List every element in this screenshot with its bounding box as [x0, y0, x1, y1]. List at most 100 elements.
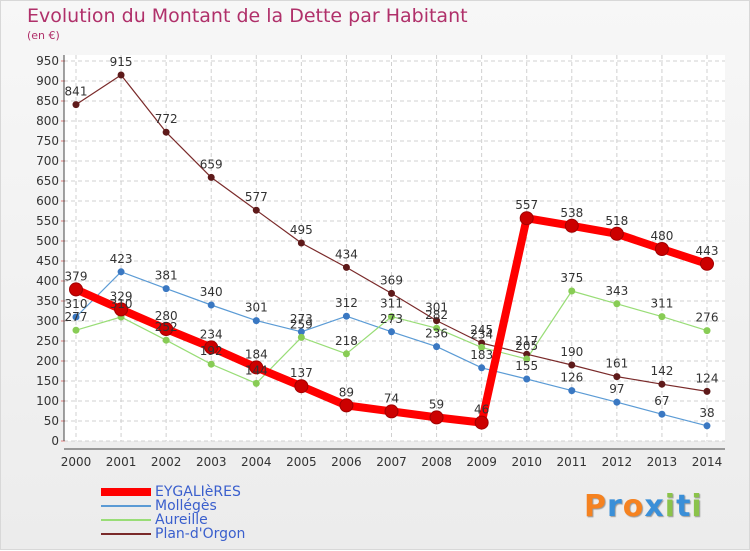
data-label: 443 — [696, 244, 719, 258]
data-point — [523, 375, 531, 383]
data-label: 234 — [470, 327, 493, 341]
data-label: 46 — [474, 403, 489, 417]
data-point — [72, 101, 80, 109]
data-point — [252, 379, 260, 387]
x-tick-label: 2000 — [61, 455, 92, 469]
legend-swatch — [101, 519, 151, 521]
data-label: 369 — [380, 273, 403, 287]
data-point — [478, 343, 486, 351]
data-point — [252, 317, 260, 325]
data-label: 277 — [65, 310, 88, 324]
data-label: 252 — [155, 320, 178, 334]
y-tick-label: 400 — [36, 274, 59, 288]
data-point — [523, 355, 531, 363]
data-point — [433, 317, 441, 325]
y-tick-label: 350 — [36, 294, 59, 308]
data-label: 280 — [155, 309, 178, 323]
data-label: 190 — [560, 345, 583, 359]
legend-label: Aureille — [155, 512, 208, 528]
logo-letter: r — [607, 489, 623, 524]
data-point — [388, 289, 395, 297]
x-tick-label: 2001 — [106, 455, 137, 469]
data-point — [658, 380, 666, 388]
data-label: 340 — [200, 285, 223, 299]
x-tick-label: 2011 — [557, 455, 588, 469]
y-tick-label: 100 — [36, 394, 59, 408]
data-label: 311 — [650, 297, 673, 311]
y-tick-label: 150 — [36, 374, 59, 388]
proxiti-logo: Proxiti — [584, 489, 703, 524]
data-label: 142 — [650, 364, 673, 378]
chart-title: Evolution du Montant de la Dette par Hab… — [27, 5, 468, 27]
y-tick-label: 0 — [51, 434, 59, 448]
data-point — [162, 128, 170, 136]
data-point — [433, 343, 441, 351]
data-point — [342, 263, 350, 271]
y-tick-label: 200 — [36, 354, 59, 368]
data-label: 273 — [380, 312, 403, 326]
data-label: 423 — [110, 252, 133, 266]
data-point — [658, 313, 666, 321]
logo-letter: i — [691, 489, 703, 524]
chart-subtitle: (en €) — [27, 29, 60, 42]
data-label: 282 — [425, 308, 448, 322]
data-point — [72, 326, 80, 334]
data-label: 343 — [605, 284, 628, 298]
y-tick-label: 300 — [36, 314, 59, 328]
x-tick-label: 2007 — [376, 455, 407, 469]
data-label: 218 — [335, 334, 358, 348]
data-point — [703, 327, 711, 335]
data-point — [297, 239, 305, 247]
y-tick-label: 50 — [44, 414, 59, 428]
data-point — [342, 350, 350, 358]
data-label: 273 — [290, 312, 313, 326]
y-tick-label: 950 — [36, 54, 59, 68]
logo-letter: o — [622, 489, 645, 524]
data-label: 89 — [339, 385, 354, 399]
data-label: 74 — [384, 391, 399, 405]
data-label: 495 — [290, 223, 313, 237]
y-tick-label: 600 — [36, 194, 59, 208]
data-label: 659 — [200, 157, 223, 171]
legend-item: Aureille — [101, 513, 245, 527]
x-tick-label: 2013 — [647, 455, 678, 469]
x-tick-label: 2010 — [511, 455, 542, 469]
data-point — [613, 398, 621, 406]
legend-item: Mollégès — [101, 499, 245, 513]
data-point — [433, 324, 441, 332]
data-point — [474, 415, 489, 430]
data-point — [609, 226, 624, 241]
y-tick-label: 550 — [36, 214, 59, 228]
data-label: 245 — [470, 323, 493, 337]
data-label: 276 — [696, 311, 719, 325]
data-label: 577 — [245, 190, 268, 204]
data-point — [207, 360, 215, 368]
data-point — [568, 387, 576, 395]
logo-letter: t — [676, 489, 692, 524]
data-label: 379 — [65, 269, 88, 283]
x-tick-label: 2004 — [241, 455, 272, 469]
data-label: 434 — [335, 247, 358, 261]
data-point — [297, 328, 305, 336]
data-point — [388, 328, 395, 336]
data-point — [249, 360, 264, 375]
data-label: 192 — [200, 344, 223, 358]
data-point — [204, 340, 219, 355]
data-point — [658, 410, 666, 418]
data-label: 217 — [515, 334, 538, 348]
logo-letter: i — [664, 489, 677, 524]
data-label: 97 — [609, 382, 624, 396]
data-point — [388, 313, 395, 321]
x-tick-label: 2012 — [602, 455, 633, 469]
data-label: 124 — [696, 371, 719, 385]
legend-label: Mollégès — [155, 498, 217, 514]
data-point — [207, 301, 215, 309]
data-point — [384, 404, 399, 419]
y-tick-label: 250 — [36, 334, 59, 348]
data-point — [69, 282, 83, 297]
data-point — [294, 379, 309, 394]
data-point — [568, 361, 576, 369]
x-tick-label: 2008 — [421, 455, 452, 469]
data-label: 310 — [110, 297, 133, 311]
